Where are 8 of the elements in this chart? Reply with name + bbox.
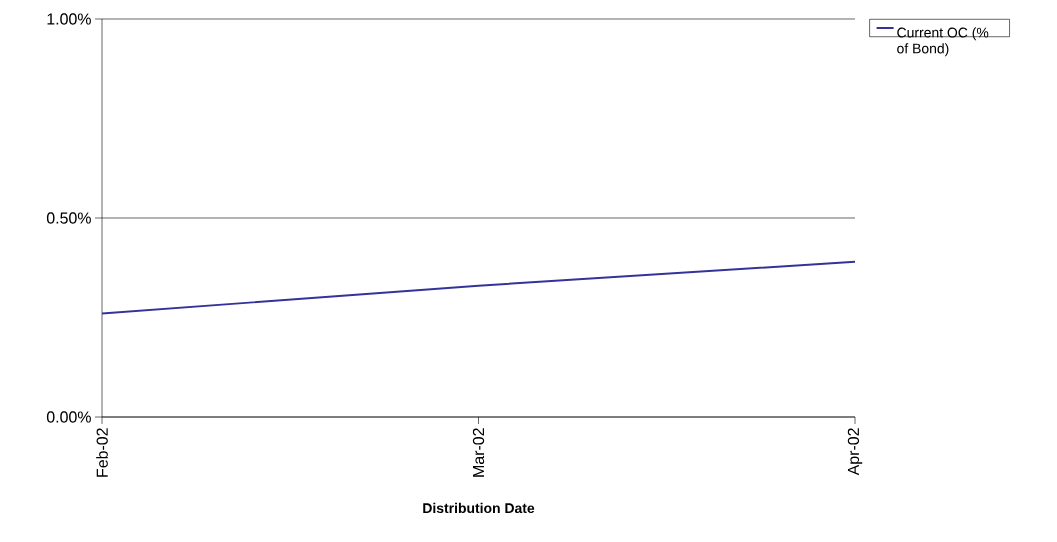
x-axis-title: Distribution Date bbox=[423, 502, 535, 514]
x-tick-label: Mar-02 bbox=[472, 428, 485, 477]
x-tick-label: Apr-02 bbox=[847, 428, 863, 476]
y-tick-label: 0.00% bbox=[46, 411, 91, 423]
y-tick-label: 0.50% bbox=[46, 212, 91, 224]
legend-label: Current OC (% of Bond) bbox=[897, 27, 989, 57]
x-tick-label: Feb-02 bbox=[96, 428, 108, 477]
y-tick-label: 1.00% bbox=[47, 13, 91, 25]
